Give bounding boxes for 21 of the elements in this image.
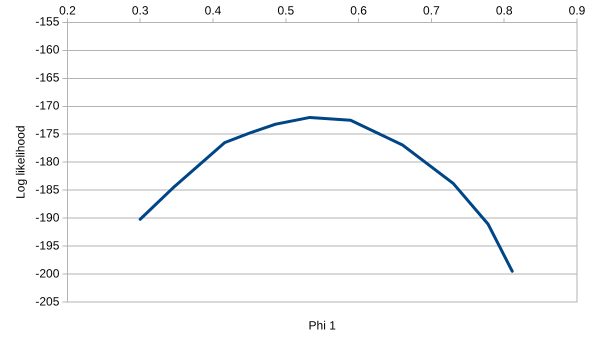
y-tick-label: -195 bbox=[35, 238, 60, 252]
y-tick-label: -170 bbox=[35, 98, 60, 113]
y-tick-label: -185 bbox=[35, 182, 60, 196]
x-tick-label: 0.7 bbox=[423, 4, 440, 18]
x-tick-label: 0.6 bbox=[350, 4, 368, 18]
x-tick-label: 0.9 bbox=[568, 4, 586, 18]
y-tick-label: -180 bbox=[35, 154, 60, 169]
y-tick-label: -205 bbox=[35, 294, 60, 308]
y-tick-label: -155 bbox=[35, 14, 60, 29]
x-tick-label: 0.5 bbox=[277, 4, 294, 18]
y-axis-title: Log likelihood bbox=[14, 126, 28, 199]
x-tick-label: 0.2 bbox=[59, 4, 76, 18]
y-tick-label: -190 bbox=[35, 210, 60, 224]
x-tick-label: 0.3 bbox=[132, 4, 149, 18]
y-tick-label: -200 bbox=[35, 266, 60, 280]
y-tick-label: -160 bbox=[35, 42, 60, 57]
x-axis-title: Phi 1 bbox=[308, 318, 336, 332]
x-tick-label: 0.4 bbox=[204, 4, 222, 18]
y-tick-label: -165 bbox=[35, 70, 60, 85]
y-tick-label: -175 bbox=[35, 126, 60, 141]
x-tick-label: 0.8 bbox=[496, 4, 513, 18]
